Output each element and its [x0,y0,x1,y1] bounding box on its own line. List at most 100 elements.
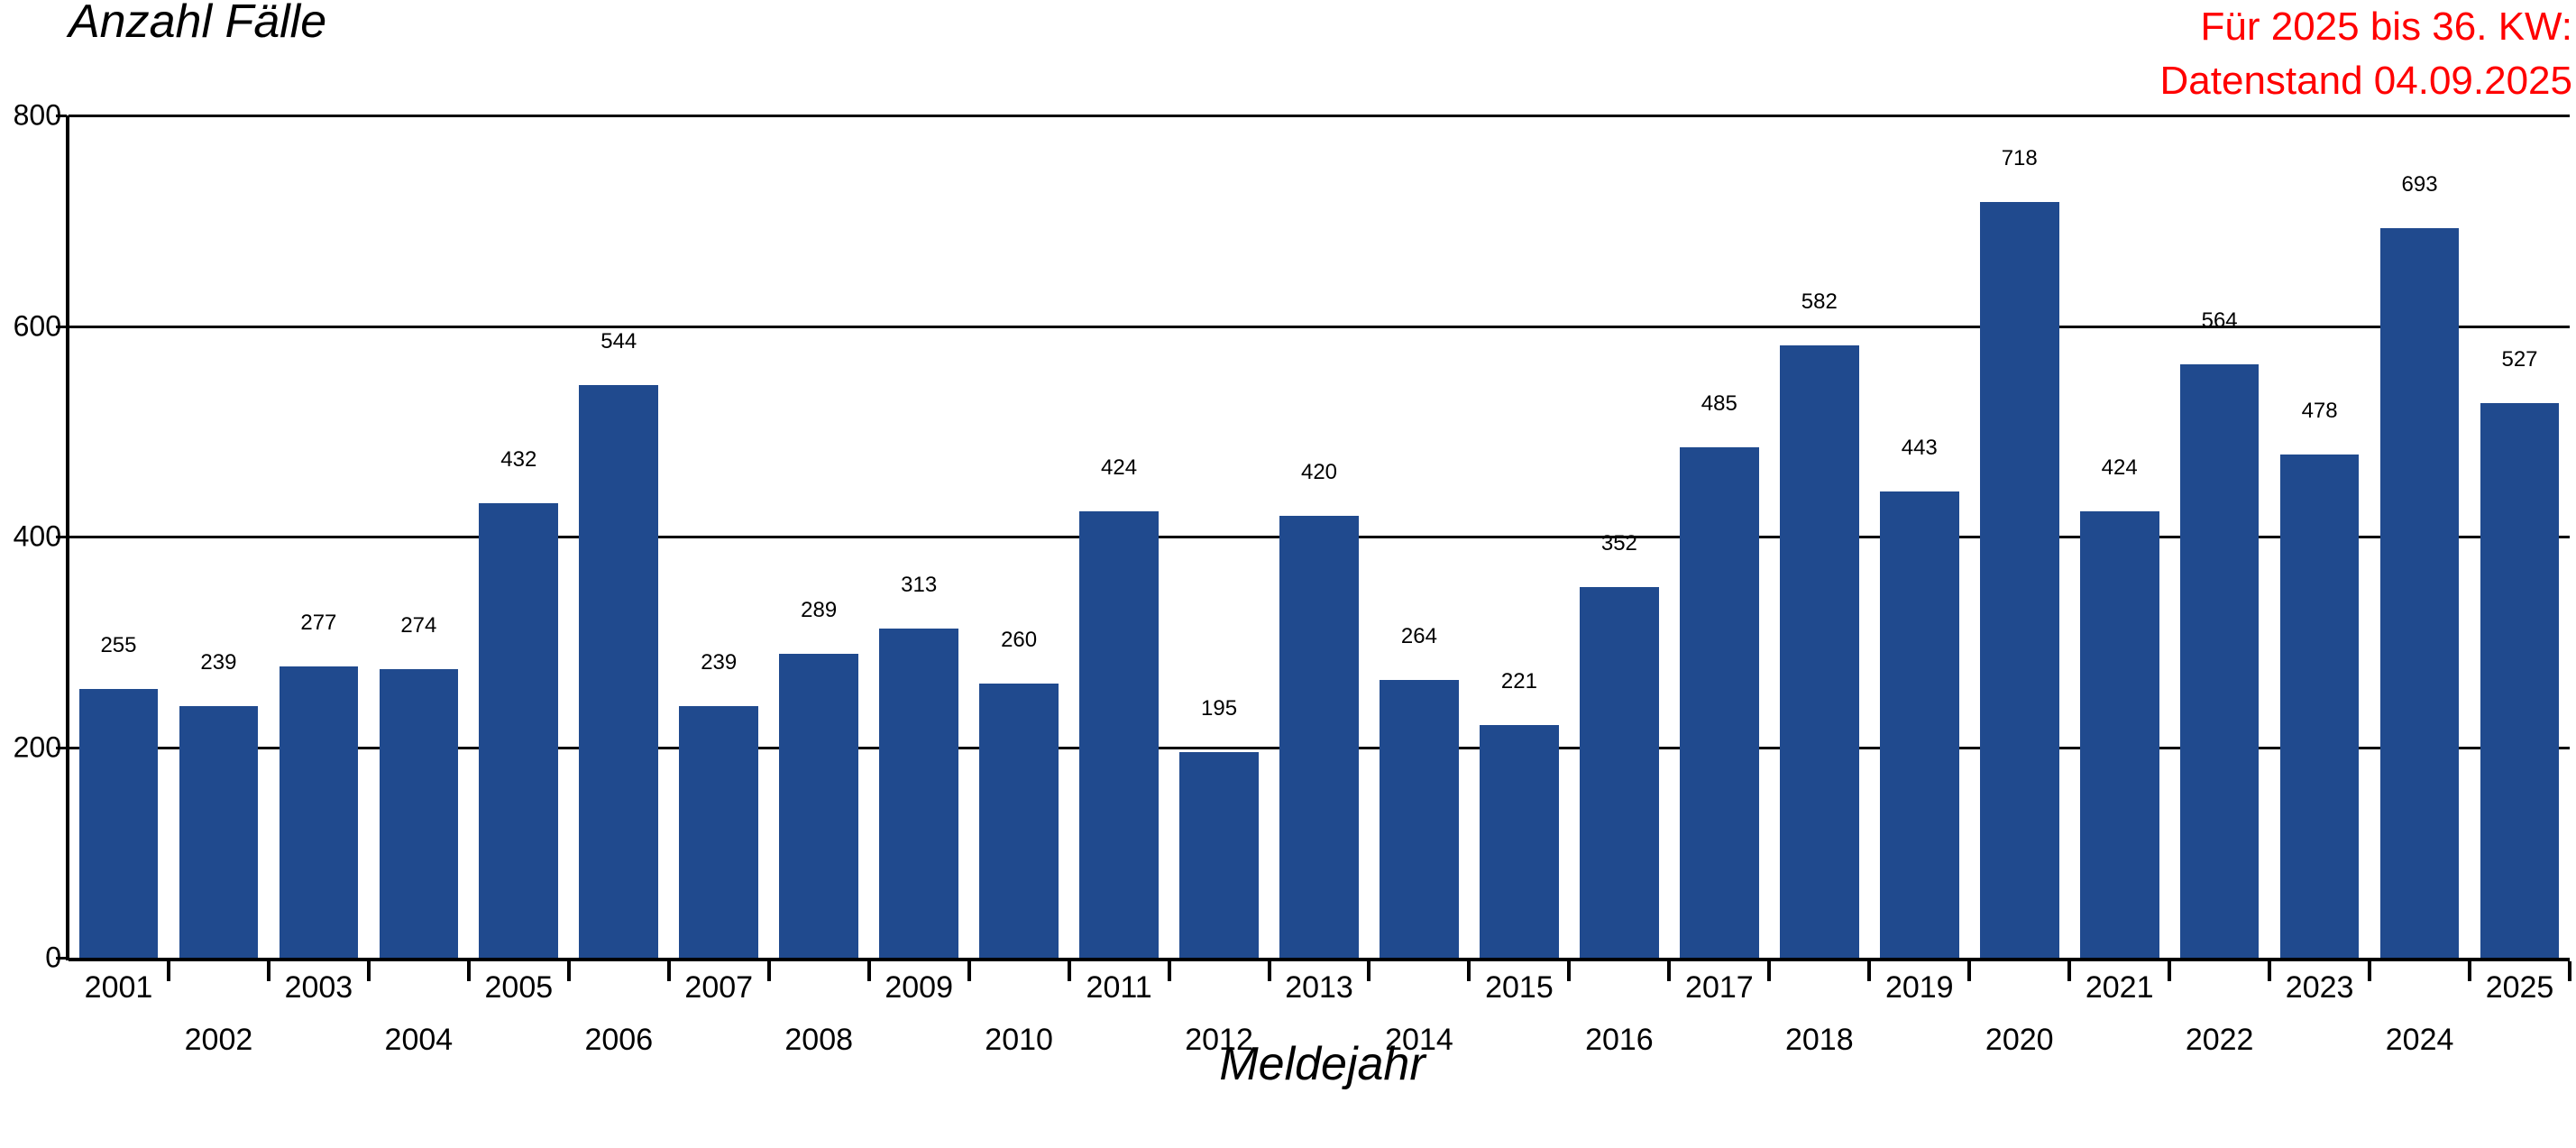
annotation-line-1: Für 2025 bis 36. KW: [2200,5,2573,49]
x-tick [1367,961,1371,981]
x-axis-title: Meldejahr [1219,1038,1426,1090]
x-tick [1567,961,1572,981]
x-tick [566,961,571,981]
bar-2005 [479,502,559,958]
bar-2012 [1179,752,1259,958]
x-tick-label: 2009 [885,970,953,1005]
value-label: 693 [2401,171,2438,197]
x-tick-label: 2007 [684,970,754,1005]
bar-2022 [2179,363,2260,958]
x-tick-label: 2012 [1185,1023,1253,1057]
value-label: 424 [1101,455,1138,480]
value-label: 239 [200,649,237,675]
plot-area: 0 200 400 600 800 255 2001 239 2002 277 2003 274 200… [14,99,2571,1057]
value-label: 264 [1400,623,1437,648]
x-tick [967,961,971,981]
x-tick-label: 2018 [1784,1023,1854,1057]
bar-2024 [2379,227,2460,958]
value-label: 485 [1701,390,1737,416]
x-tick-label: 2022 [2185,1023,2254,1057]
x-tick-label: 2024 [2385,1023,2454,1057]
y-tick-label: 400 [13,519,61,553]
x-tick-label: 2006 [584,1023,654,1057]
x-tick-label: 2010 [985,1023,1053,1057]
bar-2014 [1380,679,1459,958]
x-tick-label: 2001 [84,970,153,1005]
value-label: 260 [1001,628,1038,653]
y-tick [56,115,67,117]
value-label: 274 [400,613,437,638]
value-label: 527 [2501,346,2538,372]
value-label: 221 [1500,668,1537,693]
x-tick [2168,961,2172,981]
value-label: 424 [2101,455,2138,480]
x-tick [1267,961,1271,981]
x-tick [2067,961,2072,981]
x-tick-label: 2003 [284,970,353,1005]
x-tick [266,961,270,981]
x-tick [466,961,471,981]
x-tick [1867,961,1872,981]
value-label: 255 [100,633,137,658]
x-tick [166,961,170,981]
bar-2019 [1879,491,1959,958]
x-tick-label: 2023 [2285,970,2354,1005]
x-tick-label: 2019 [1884,970,1954,1005]
x-tick-label: 2020 [1985,1023,2054,1057]
bar-2003 [279,666,359,958]
x-tick [666,961,671,981]
y-tick [56,536,67,538]
x-tick [2268,961,2272,981]
bar-2004 [379,669,459,958]
x-tick [766,961,771,981]
x-tick-label: 2008 [784,1023,854,1057]
gridline-800 [69,115,2570,117]
bar-2011 [1079,510,1159,958]
bar-2010 [979,684,1059,958]
y-tick-label: 0 [45,941,61,974]
x-tick [2368,961,2372,981]
bar-2013 [1279,515,1359,958]
x-tick [2568,961,2571,981]
y-axis-title: Anzahl Fälle [69,0,327,48]
value-label: 420 [1300,459,1338,484]
x-tick-label: 2002 [184,1023,253,1057]
value-label: 564 [2201,308,2238,333]
value-label: 432 [500,446,537,472]
value-label: 239 [701,649,738,675]
x-tick [1667,961,1672,981]
value-label: 313 [901,572,938,597]
bar-2017 [1680,446,1759,958]
value-label: 443 [1901,435,1938,460]
x-tick-label: 2025 [2485,970,2554,1005]
value-label: 478 [2301,398,2338,423]
x-tick-label: 2013 [1285,970,1353,1005]
y-tick-label: 200 [13,730,61,763]
x-tick-label: 2016 [1585,1023,1654,1057]
x-axis [69,958,2570,961]
bar-2018 [1779,344,1859,958]
x-tick [1467,961,1471,981]
x-tick-label: 2014 [1385,1023,1453,1057]
x-tick [1067,961,1071,981]
x-tick-label: 2017 [1685,970,1754,1005]
bar-2023 [2279,454,2360,958]
gridline-600 [69,325,2570,328]
x-tick-label: 2011 [1086,970,1152,1005]
data-status-annotation: Für 2025 bis 36. KW: Datenstand 04.09.20… [2160,0,2573,108]
bar-2002 [179,705,259,958]
bar-2001 [78,689,159,958]
x-tick [1767,961,1772,981]
bar-2025 [2480,402,2560,958]
x-tick-label: 2004 [384,1023,454,1057]
value-label: 582 [1801,289,1838,314]
bar-2021 [2079,510,2159,958]
bar-2006 [579,384,659,958]
x-tick [366,961,371,981]
x-tick-label: 2015 [1485,970,1554,1005]
y-tick [56,957,67,960]
value-label: 277 [300,610,337,635]
bar-2016 [1580,587,1659,958]
bar-2007 [679,705,759,958]
value-label: 352 [1600,531,1637,556]
